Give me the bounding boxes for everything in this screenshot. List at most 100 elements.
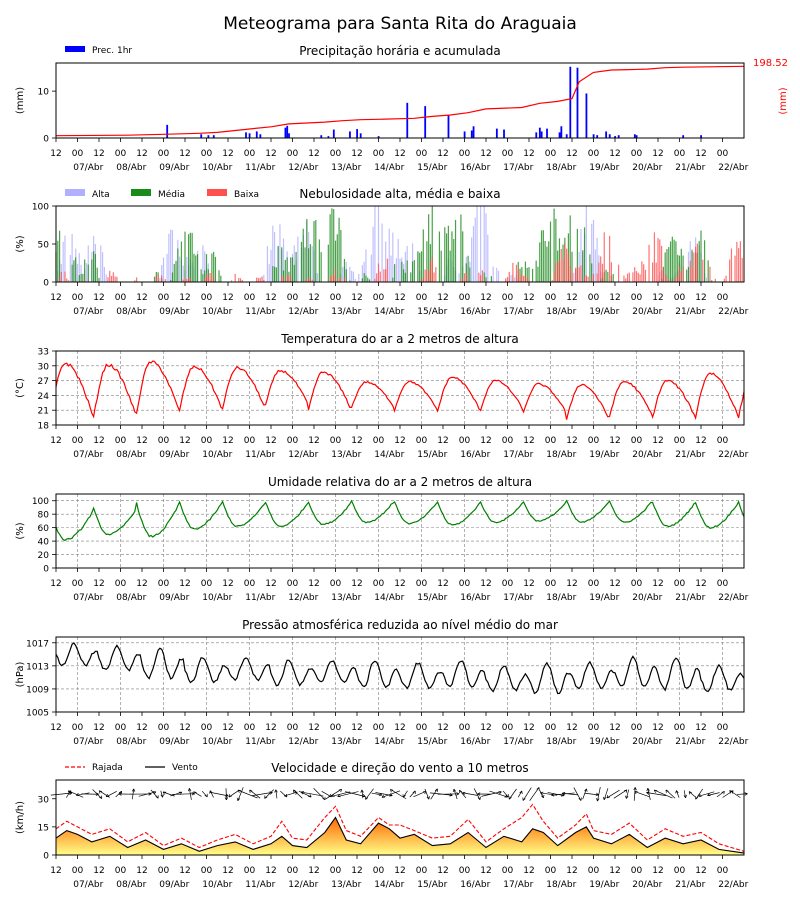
panel-title: Temperatura do ar a 2 metros de altura [280, 332, 519, 346]
wind-direction-arrow [453, 788, 458, 800]
cloud-bar-Baixa [564, 242, 566, 282]
cloud-bar-Baixa [693, 252, 695, 282]
cloud-bar-Alta [385, 241, 387, 282]
cloud-bar-Média [98, 277, 100, 282]
cloud-bar-Baixa [625, 278, 627, 282]
cloud-bar-Baixa [164, 279, 166, 282]
x-tick-label: 12 [480, 149, 491, 159]
cloud-bar-Média [273, 266, 276, 282]
cloud-bar-Baixa [110, 275, 113, 282]
cloud-bar-Média [677, 254, 679, 282]
cloud-bar-Média [213, 251, 215, 282]
date-label: 19/Abr [589, 307, 619, 317]
wind-direction-arrow [162, 791, 175, 797]
cloud-bar-Baixa [738, 248, 740, 282]
cloud-bar-Baixa [571, 272, 573, 282]
x-tick-label: 12 [566, 723, 577, 733]
cloud-bar-Alta [352, 271, 355, 282]
x-tick-label: 12 [523, 293, 534, 303]
date-label: 07/Abr [73, 307, 103, 317]
x-tick-label: 12 [480, 293, 491, 303]
cloud-bar-Média [462, 231, 464, 282]
arrow-head [477, 796, 481, 800]
cloud-bar-Alta [472, 226, 475, 282]
plot-frame [55, 779, 745, 856]
x-tick-label: 00 [72, 723, 84, 733]
cloud-bar-Baixa [241, 280, 243, 282]
date-label: 14/Abr [374, 163, 404, 173]
y-tick-label: 21 [38, 407, 49, 417]
cloud-bar-Alta [342, 267, 344, 282]
x-tick-label: 12 [93, 579, 104, 589]
x-tick-label: 00 [545, 149, 557, 159]
x-tick-label: 12 [222, 866, 233, 876]
date-label: 10/Abr [202, 737, 232, 747]
x-tick-label: 12 [652, 579, 663, 589]
precip-bar [207, 135, 210, 138]
x-tick-label: 00 [244, 436, 256, 446]
precip-bar [592, 134, 595, 138]
cloud-bar-Média [82, 273, 84, 282]
cloud-bar-Média [469, 267, 471, 282]
date-label: 11/Abr [245, 307, 275, 317]
cloud-bar-Baixa [639, 274, 641, 282]
x-tick-label: 12 [609, 149, 620, 159]
cloud-bar-Baixa [521, 273, 523, 282]
date-label: 19/Abr [589, 880, 619, 890]
cloud-bar-Média [87, 264, 89, 282]
x-tick-label: 12 [136, 866, 147, 876]
x-tick-label: 12 [265, 293, 276, 303]
y-tick-label: 27 [38, 377, 49, 387]
x-tick-label: 12 [179, 293, 190, 303]
cloud-bar-Alta [487, 234, 489, 282]
x-tick-label: 12 [566, 293, 577, 303]
cloud-bar-Baixa [662, 269, 664, 282]
arrow-head [653, 789, 658, 793]
date-label: 16/Abr [460, 737, 490, 747]
cloud-bar-Média [153, 276, 156, 282]
x-tick-label: 00 [588, 436, 600, 446]
cloud-bar-Baixa [506, 276, 509, 282]
cloud-bar-Baixa [334, 269, 337, 282]
wind-direction-arrow [573, 787, 582, 801]
y-tick-label: 1009 [26, 685, 49, 695]
precip-bar [560, 126, 563, 138]
wind-direction-arrow [237, 789, 258, 799]
cloud-bar-Média [668, 247, 670, 282]
x-tick-label: 00 [545, 579, 557, 589]
cloud-bar-Alta [474, 217, 476, 282]
x-tick-label: 00 [244, 149, 256, 159]
cloud-bar-Baixa [431, 257, 433, 282]
wind-direction-arrow [68, 790, 84, 798]
x-tick-label: 00 [330, 293, 342, 303]
cloud-bar-Alta [365, 249, 367, 282]
cloud-bar-Baixa [664, 274, 666, 282]
arrow-head [498, 791, 502, 795]
cloud-bar-Média [402, 269, 405, 282]
date-label: 14/Abr [374, 737, 404, 747]
arrow-head [596, 798, 600, 802]
x-tick-label: 12 [179, 436, 190, 446]
cloud-bar-Baixa [632, 272, 634, 282]
cloud-bar-Baixa [668, 280, 670, 282]
x-tick-label: 12 [437, 866, 448, 876]
cloud-bar-Baixa [634, 267, 636, 282]
date-label: 12/Abr [288, 163, 318, 173]
arrow-head [683, 794, 687, 799]
cloud-bar-Média [196, 254, 199, 282]
cloud-bar-Média [711, 280, 713, 282]
cloud-bar-Média [664, 252, 666, 282]
wind-direction-arrow [300, 791, 324, 797]
cloud-bar-Média [205, 254, 208, 282]
cloud-bar-Baixa [304, 279, 306, 282]
x-tick-label: 12 [265, 723, 276, 733]
x-tick-label: 12 [609, 866, 620, 876]
cloud-bar-Baixa [610, 262, 613, 282]
cloud-bar-Baixa [628, 272, 630, 282]
precip-bar [359, 133, 362, 138]
wind-direction-arrow [665, 789, 676, 799]
date-label: 07/Abr [73, 737, 103, 747]
x-tick-label: 12 [394, 293, 405, 303]
cloud-bar-Média [282, 270, 285, 282]
y-tick-label: 18 [38, 422, 50, 432]
